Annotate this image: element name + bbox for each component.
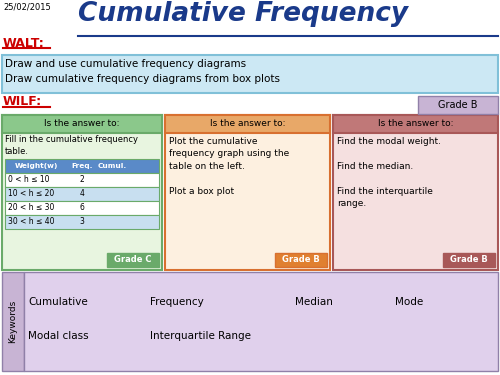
Text: Cumul.: Cumul. [98, 163, 126, 169]
FancyBboxPatch shape [165, 115, 330, 270]
Text: 3: 3 [80, 217, 84, 226]
Text: WILF:: WILF: [3, 95, 42, 108]
FancyBboxPatch shape [5, 215, 159, 229]
Text: Is the answer to:: Is the answer to: [44, 120, 120, 129]
FancyBboxPatch shape [5, 187, 159, 201]
Text: Freq.: Freq. [72, 163, 93, 169]
Text: Keywords: Keywords [8, 300, 18, 343]
FancyBboxPatch shape [2, 115, 162, 270]
Text: Median: Median [295, 297, 333, 307]
Text: Draw and use cumulative frequency diagrams
Draw cumulative frequency diagrams fr: Draw and use cumulative frequency diagra… [5, 59, 280, 84]
FancyBboxPatch shape [418, 96, 498, 114]
FancyBboxPatch shape [333, 115, 498, 270]
Text: Fill in the cumulative frequency
table.: Fill in the cumulative frequency table. [5, 135, 138, 156]
FancyBboxPatch shape [5, 159, 159, 173]
Text: Frequency: Frequency [150, 297, 204, 307]
Text: Cumulative: Cumulative [28, 297, 88, 307]
Text: Find the modal weight.

Find the median.

Find the interquartile
range.: Find the modal weight. Find the median. … [337, 137, 441, 209]
Text: 30 < h ≤ 40: 30 < h ≤ 40 [8, 217, 54, 226]
FancyBboxPatch shape [165, 115, 330, 133]
Text: 10 < h ≤ 20: 10 < h ≤ 20 [8, 189, 54, 198]
Text: 6: 6 [80, 204, 84, 213]
Text: Is the answer to:: Is the answer to: [210, 120, 285, 129]
Text: Grade B: Grade B [450, 255, 488, 264]
Text: 0 < h ≤ 10: 0 < h ≤ 10 [8, 176, 50, 184]
Text: Grade B: Grade B [282, 255, 320, 264]
FancyBboxPatch shape [333, 115, 498, 133]
Text: Grade C: Grade C [114, 255, 152, 264]
Text: Cumulative Frequency: Cumulative Frequency [78, 1, 408, 27]
FancyBboxPatch shape [275, 253, 327, 267]
FancyBboxPatch shape [5, 201, 159, 215]
Text: 4: 4 [80, 189, 84, 198]
FancyBboxPatch shape [5, 173, 159, 187]
Text: 2: 2 [80, 176, 84, 184]
Text: 25/02/2015: 25/02/2015 [3, 3, 51, 12]
Text: Mode: Mode [395, 297, 423, 307]
Text: Interquartile Range: Interquartile Range [150, 332, 251, 341]
FancyBboxPatch shape [107, 253, 159, 267]
FancyBboxPatch shape [24, 272, 498, 371]
Text: Weight(w): Weight(w) [14, 163, 58, 169]
FancyBboxPatch shape [443, 253, 495, 267]
Text: WALT:: WALT: [3, 37, 45, 50]
FancyBboxPatch shape [2, 55, 498, 93]
FancyBboxPatch shape [2, 115, 162, 133]
Text: Modal class: Modal class [28, 332, 88, 341]
FancyBboxPatch shape [2, 272, 24, 371]
Text: Is the answer to:: Is the answer to: [378, 120, 453, 129]
Text: 20 < h ≤ 30: 20 < h ≤ 30 [8, 204, 54, 213]
Text: Plot the cumulative
frequency graph using the
table on the left.

Plot a box plo: Plot the cumulative frequency graph usin… [169, 137, 289, 196]
Text: Grade B: Grade B [438, 100, 478, 110]
